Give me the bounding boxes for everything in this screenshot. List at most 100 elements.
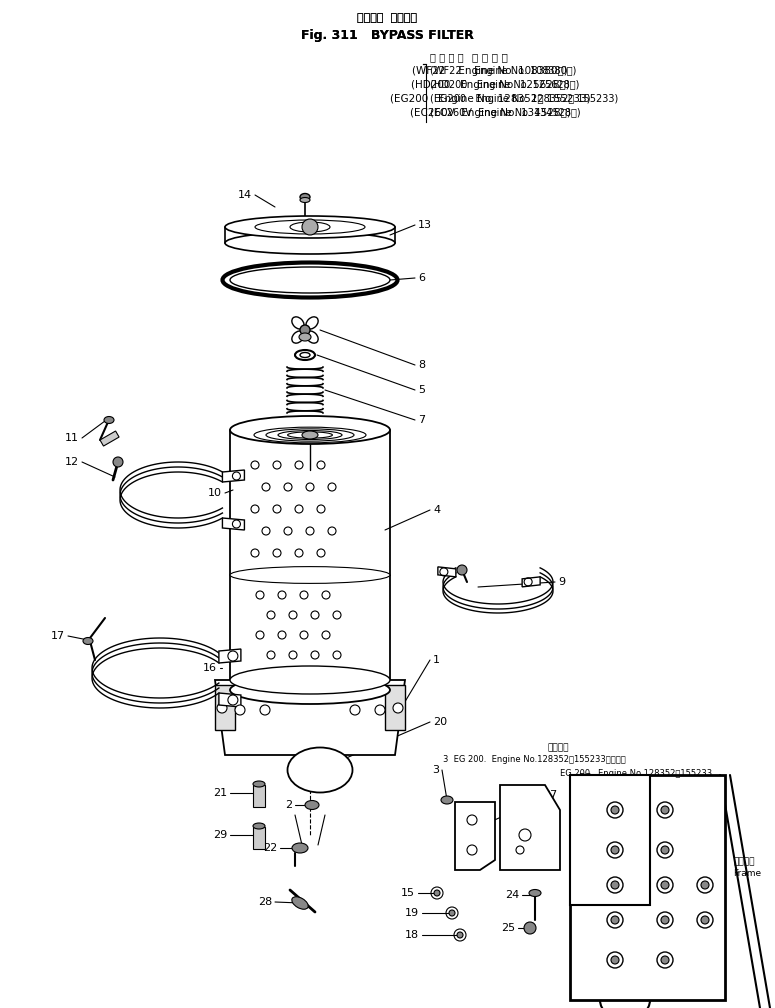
Ellipse shape: [278, 430, 342, 439]
Ellipse shape: [83, 637, 93, 644]
Circle shape: [661, 806, 669, 814]
Circle shape: [300, 325, 310, 335]
Text: 18: 18: [405, 930, 419, 940]
Bar: [570, 775, 650, 905]
Text: 9: 9: [558, 577, 565, 587]
Text: 11: 11: [65, 433, 79, 443]
Circle shape: [701, 881, 709, 889]
Circle shape: [661, 846, 669, 854]
Text: (EC260V  Engine No. 134528～): (EC260V Engine No. 134528～): [430, 108, 580, 118]
Ellipse shape: [292, 317, 304, 329]
Text: EG 200.  Engine No.128352～155233: EG 200. Engine No.128352～155233: [560, 768, 712, 777]
Circle shape: [657, 912, 673, 928]
Text: 28: 28: [258, 897, 272, 907]
Text: 8: 8: [418, 360, 425, 370]
Circle shape: [449, 910, 455, 916]
Text: 適 用 号 機: 適 用 号 機: [430, 52, 463, 62]
Text: Frame: Frame: [733, 869, 761, 878]
Ellipse shape: [288, 431, 332, 438]
Circle shape: [697, 912, 713, 928]
Text: 21: 21: [213, 788, 227, 798]
Circle shape: [697, 877, 713, 893]
Ellipse shape: [230, 416, 390, 444]
Ellipse shape: [225, 216, 395, 238]
Polygon shape: [219, 694, 241, 707]
Ellipse shape: [290, 222, 330, 232]
Circle shape: [657, 877, 673, 893]
Polygon shape: [215, 680, 405, 755]
Ellipse shape: [292, 331, 304, 343]
Circle shape: [657, 802, 673, 818]
Text: 5: 5: [418, 385, 425, 395]
Text: Fig. 311   BYPASS FILTER: Fig. 311 BYPASS FILTER: [301, 28, 474, 41]
Text: 27: 27: [543, 790, 557, 800]
Ellipse shape: [300, 198, 310, 203]
Ellipse shape: [300, 353, 310, 358]
Ellipse shape: [292, 843, 308, 853]
Text: 25: 25: [501, 923, 515, 933]
Polygon shape: [522, 577, 540, 587]
Circle shape: [113, 457, 123, 467]
Text: 13: 13: [418, 220, 432, 230]
Circle shape: [657, 952, 673, 968]
Text: 12: 12: [65, 457, 79, 467]
Text: フレーム: フレーム: [733, 858, 755, 867]
Text: 2: 2: [285, 800, 292, 810]
Bar: [253, 827, 265, 849]
Circle shape: [661, 916, 669, 924]
Ellipse shape: [441, 796, 453, 804]
Ellipse shape: [266, 428, 354, 442]
Polygon shape: [215, 685, 235, 730]
Text: 10: 10: [208, 488, 222, 498]
Text: 4: 4: [433, 505, 440, 515]
Text: (HD200   Engine No. 125628～): (HD200 Engine No. 125628～): [430, 80, 580, 90]
Text: 3: 3: [432, 765, 439, 775]
Bar: [570, 775, 725, 1000]
Ellipse shape: [104, 416, 114, 423]
Circle shape: [701, 916, 709, 924]
Text: 1: 1: [433, 655, 440, 665]
Text: (EG200   Engine No. 128352～ 155233): (EG200 Engine No. 128352～ 155233): [390, 94, 591, 104]
Circle shape: [661, 881, 669, 889]
Polygon shape: [219, 649, 241, 663]
Text: バイパス  フィルタ: バイパス フィルタ: [357, 13, 417, 23]
Polygon shape: [438, 566, 456, 577]
Text: (EG200   Engine No. 128352～ 155233): (EG200 Engine No. 128352～ 155233): [430, 94, 618, 104]
Text: 3  EG 200.  Engine No.128352～155233適用号機: 3 EG 200. Engine No.128352～155233適用号機: [443, 756, 625, 764]
Ellipse shape: [295, 350, 315, 360]
Polygon shape: [222, 470, 244, 482]
Text: 29: 29: [213, 830, 227, 840]
Circle shape: [524, 922, 536, 934]
Text: 24: 24: [505, 890, 519, 900]
Ellipse shape: [288, 748, 353, 792]
Circle shape: [607, 912, 623, 928]
Polygon shape: [500, 785, 560, 870]
Text: バイパス  フィルタ: バイパス フィルタ: [357, 13, 417, 23]
Text: 19: 19: [405, 908, 419, 918]
Ellipse shape: [306, 331, 319, 343]
Circle shape: [611, 846, 619, 854]
Ellipse shape: [225, 232, 395, 254]
Text: 7: 7: [418, 415, 425, 425]
Circle shape: [457, 932, 463, 938]
Circle shape: [302, 219, 318, 235]
Circle shape: [611, 916, 619, 924]
Circle shape: [611, 806, 619, 814]
Text: 23: 23: [578, 773, 592, 783]
Ellipse shape: [529, 889, 541, 896]
Ellipse shape: [253, 823, 265, 829]
Text: Fig. 311   BYPASS FILTER: Fig. 311 BYPASS FILTER: [301, 28, 474, 41]
Text: 20: 20: [433, 717, 447, 727]
Polygon shape: [385, 685, 405, 730]
Text: (WF22    Engine No. 108380～): (WF22 Engine No. 108380～): [430, 66, 577, 76]
Text: 26: 26: [520, 805, 534, 815]
Circle shape: [235, 705, 245, 715]
Ellipse shape: [254, 427, 366, 443]
Circle shape: [457, 565, 467, 575]
Ellipse shape: [292, 897, 308, 909]
Circle shape: [661, 956, 669, 964]
Text: 適 用 号 機: 適 用 号 機: [472, 52, 508, 62]
Circle shape: [607, 877, 623, 893]
Ellipse shape: [302, 431, 318, 439]
Ellipse shape: [230, 666, 390, 694]
